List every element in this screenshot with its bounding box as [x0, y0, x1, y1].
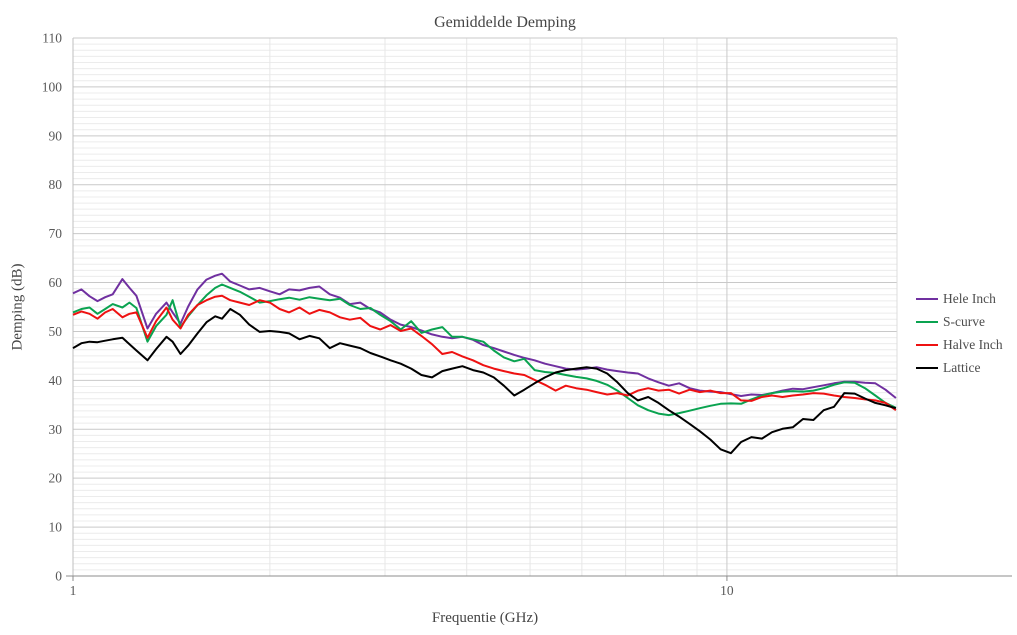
svg-text:80: 80 [49, 177, 63, 192]
legend-swatch [916, 320, 938, 323]
legend-swatch [916, 343, 938, 346]
svg-text:20: 20 [49, 471, 63, 486]
series-line-lattice [72, 308, 897, 455]
legend-item-halve-inch: Halve Inch [916, 333, 1003, 356]
legend-label: S-curve [943, 313, 985, 329]
series-line-halve-inch [72, 294, 897, 412]
axes [66, 38, 1012, 581]
svg-text:50: 50 [49, 324, 63, 339]
svg-text:100: 100 [42, 79, 63, 94]
legend-item-hele-inch: Hele Inch [916, 287, 1003, 310]
svg-text:10: 10 [720, 583, 734, 598]
legend-swatch [916, 366, 938, 369]
chart-title: Gemiddelde Demping [434, 14, 576, 31]
legend-item-s-curve: S-curve [916, 310, 1003, 333]
svg-text:70: 70 [49, 226, 63, 241]
svg-text:110: 110 [42, 31, 62, 46]
svg-text:1: 1 [70, 583, 77, 598]
svg-text:10: 10 [49, 520, 63, 535]
svg-text:0: 0 [55, 569, 62, 584]
svg-text:30: 30 [49, 422, 63, 437]
svg-text:60: 60 [49, 275, 63, 290]
x-axis-title: Frequentie (GHz) [431, 610, 539, 626]
y-tick-labels: 0 10 20 30 40 50 60 70 80 90 100 110 [42, 31, 63, 584]
legend: Hele Inch S-curve Halve Inch Lattice [916, 287, 1003, 379]
svg-text:40: 40 [49, 373, 63, 388]
x-tick-labels: 1 10 [70, 583, 734, 598]
legend-label: Lattice [943, 359, 981, 375]
legend-swatch [916, 297, 938, 300]
legend-label: Halve Inch [943, 336, 1003, 352]
minor-gridlines [73, 38, 897, 576]
svg-text:90: 90 [49, 128, 63, 143]
legend-item-lattice: Lattice [916, 356, 1003, 379]
legend-label: Hele Inch [943, 290, 996, 306]
data-series [72, 272, 897, 455]
